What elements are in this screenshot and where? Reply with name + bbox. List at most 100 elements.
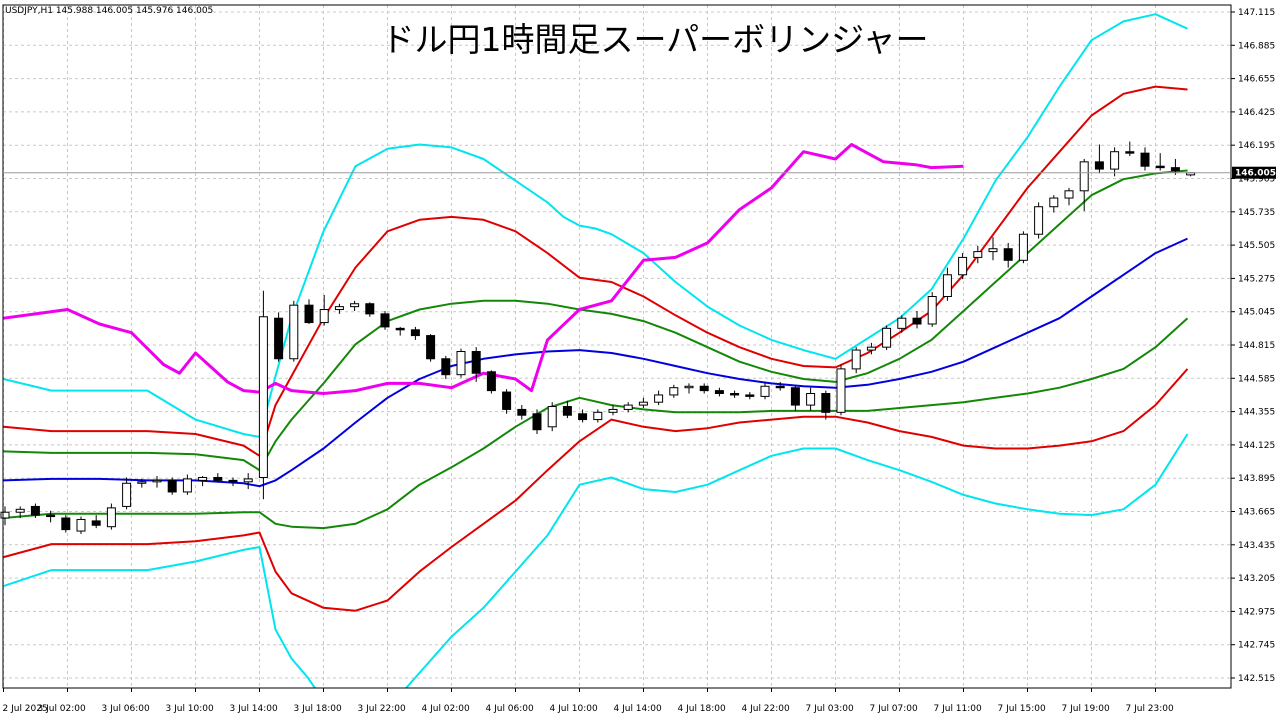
candle-body: [167, 479, 177, 493]
y-tick-label: 145.965: [1238, 175, 1275, 185]
candle: [958, 253, 968, 280]
candle-body: [46, 514, 56, 518]
candle-body: [456, 351, 466, 376]
candle: [152, 476, 162, 488]
candle: [821, 390, 831, 420]
y-tick-label: 147.115: [1238, 8, 1275, 18]
candle-body: [319, 309, 329, 324]
y-tick-label: 146.655: [1238, 75, 1275, 85]
candle: [714, 387, 724, 397]
candle: [228, 477, 238, 487]
y-tick-label: 146.425: [1238, 108, 1275, 118]
candle: [410, 326, 420, 340]
candle: [866, 342, 876, 355]
band-line-6: [3, 433, 1189, 688]
candle-body: [882, 327, 892, 348]
candle-body: [410, 329, 420, 337]
candle-body: [137, 481, 147, 484]
candle: [46, 510, 56, 523]
x-tick-label: 4 Jul 14:00: [614, 704, 663, 714]
y-tick-label: 142.975: [1238, 607, 1275, 617]
candle: [1049, 195, 1059, 213]
candle: [471, 347, 481, 382]
y-tick-label: 144.355: [1238, 408, 1275, 418]
candle: [882, 325, 892, 351]
y-tick-label: 145.275: [1238, 274, 1275, 284]
candle: [1110, 147, 1120, 177]
candle-body: [684, 385, 694, 389]
candle: [137, 478, 147, 488]
candle-body: [578, 413, 588, 421]
candle: [1079, 158, 1089, 212]
candles-layer: [0, 141, 1196, 534]
candle: [91, 515, 101, 529]
candle-body: [258, 316, 268, 478]
candle-body: [30, 505, 40, 516]
candle-body: [806, 393, 816, 406]
candle: [61, 515, 71, 533]
candle: [836, 364, 846, 416]
candle-body: [1079, 161, 1089, 192]
y-tick-label: 143.435: [1238, 541, 1275, 551]
candle-body: [502, 391, 512, 410]
candle: [365, 302, 375, 317]
candle: [1064, 187, 1074, 206]
candle: [730, 390, 740, 398]
candle: [258, 290, 268, 500]
x-tick-label: 7 Jul 23:00: [1126, 704, 1175, 714]
x-tick-label: 3 Jul 18:00: [294, 704, 343, 714]
candle: [547, 402, 557, 432]
candle: [851, 347, 861, 374]
candle: [1018, 231, 1028, 264]
candle-body: [532, 413, 542, 431]
y-tick-label: 145.045: [1238, 308, 1275, 318]
candle: [167, 477, 177, 495]
band-line-7: [3, 143, 964, 395]
band-line-3: [3, 237, 1188, 488]
candle-body: [198, 476, 208, 481]
candle-body: [927, 295, 937, 325]
candle-body: [471, 351, 481, 374]
band-line-1: [3, 85, 1188, 457]
x-tick-label: 7 Jul 11:00: [934, 704, 983, 714]
candle-body: [623, 404, 633, 410]
candle: [30, 503, 40, 519]
candle-body: [730, 393, 740, 396]
candle: [274, 312, 284, 362]
candle-body: [1170, 167, 1180, 172]
candle-body: [1018, 233, 1028, 261]
candle-body: [76, 518, 86, 532]
y-tick-label: 144.815: [1238, 341, 1275, 351]
candle: [988, 237, 998, 261]
candle-body: [289, 304, 299, 360]
candle-body: [775, 385, 785, 389]
candle-body: [1094, 161, 1104, 170]
candle: [669, 384, 679, 398]
x-tick-label: 4 Jul 18:00: [678, 704, 727, 714]
current-price-tag: 146.005: [1232, 166, 1276, 179]
candle: [1125, 141, 1135, 157]
candle-body: [441, 358, 451, 376]
candle-body: [365, 303, 375, 315]
candle-body: [395, 327, 405, 331]
price-tag-label: 146.005: [1235, 169, 1276, 179]
candle-body: [942, 274, 952, 297]
candle: [532, 409, 542, 435]
candle-body: [1064, 190, 1074, 199]
candle-body: [274, 317, 284, 360]
candle: [942, 267, 952, 301]
candle-body: [593, 411, 603, 421]
candle: [213, 473, 223, 482]
candle-body: [1125, 151, 1135, 154]
candle: [562, 400, 572, 419]
candle: [304, 299, 314, 325]
candle-body: [152, 479, 162, 483]
x-tick-label: 3 Jul 02:00: [38, 704, 87, 714]
candle: [1155, 153, 1165, 171]
candle: [1094, 144, 1104, 174]
candle: [654, 390, 664, 406]
candle: [441, 355, 451, 380]
candle: [243, 473, 253, 490]
candle: [745, 392, 755, 400]
